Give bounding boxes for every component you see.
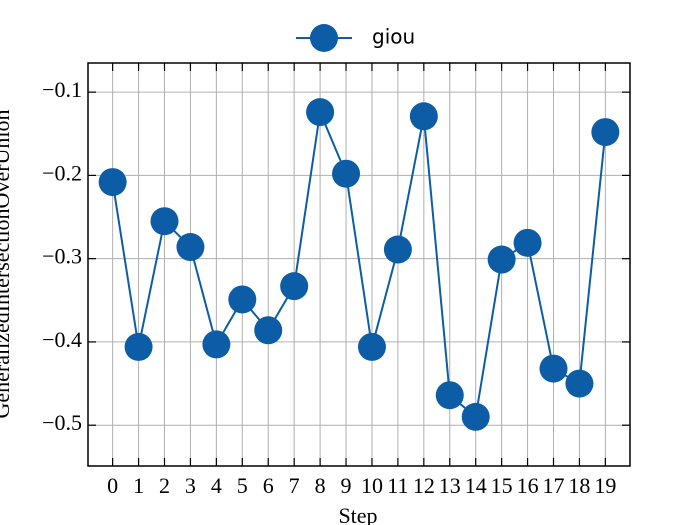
x-tick-label: 8	[315, 473, 326, 498]
x-tick-label: 1	[133, 473, 144, 498]
data-point	[124, 332, 153, 361]
data-point	[202, 330, 231, 359]
x-tick-label: 16	[517, 473, 539, 498]
x-tick-label: 13	[439, 473, 461, 498]
legend-item: giou	[296, 24, 415, 52]
x-axis-label: Step	[338, 503, 377, 525]
data-line	[111, 108, 607, 419]
y-tick-label: −0.1	[42, 77, 82, 102]
data-point	[280, 272, 309, 301]
x-tick-label: 12	[413, 473, 435, 498]
data-point	[150, 207, 179, 236]
x-tick-label: 14	[465, 473, 487, 498]
data-point	[591, 118, 620, 147]
y-tick-label: −0.5	[42, 410, 82, 435]
y-axis-label: GeneralizedIntersectionOverUnion	[0, 109, 14, 418]
data-point	[461, 402, 490, 431]
x-tick-label: 10	[361, 473, 383, 498]
x-tick-label: 0	[107, 473, 118, 498]
x-tick-label: 9	[341, 473, 352, 498]
data-point	[98, 168, 127, 197]
y-tick-label: −0.2	[42, 160, 82, 185]
x-tick-label: 3	[185, 473, 196, 498]
data-point	[383, 235, 412, 264]
x-tick-label: 4	[211, 473, 222, 498]
x-tick-label: 2	[159, 473, 170, 498]
data-point	[487, 245, 516, 274]
x-tick-label: 6	[263, 473, 274, 498]
x-tick-label: 5	[237, 473, 248, 498]
data-point	[176, 233, 205, 262]
data-point	[332, 159, 361, 188]
x-tick-label: 7	[289, 473, 300, 498]
y-tick-label: −0.3	[42, 244, 82, 269]
data-point	[228, 285, 257, 314]
data-point	[306, 98, 335, 127]
legend-marker	[310, 24, 338, 52]
data-point	[539, 354, 568, 383]
data-point	[435, 381, 464, 410]
x-tick-label: 11	[387, 473, 408, 498]
x-tick-label: 19	[594, 473, 616, 498]
x-tick-label: 18	[568, 473, 590, 498]
plot-frame	[87, 62, 631, 467]
data-point	[409, 102, 438, 131]
data-point	[254, 316, 283, 345]
data-point	[357, 332, 386, 361]
legend-label: giou	[372, 25, 415, 49]
x-tick-label: 17	[542, 473, 564, 498]
x-tick-label: 15	[491, 473, 513, 498]
data-point	[513, 228, 542, 257]
y-tick-label: −0.4	[42, 327, 82, 352]
data-point	[565, 369, 594, 398]
